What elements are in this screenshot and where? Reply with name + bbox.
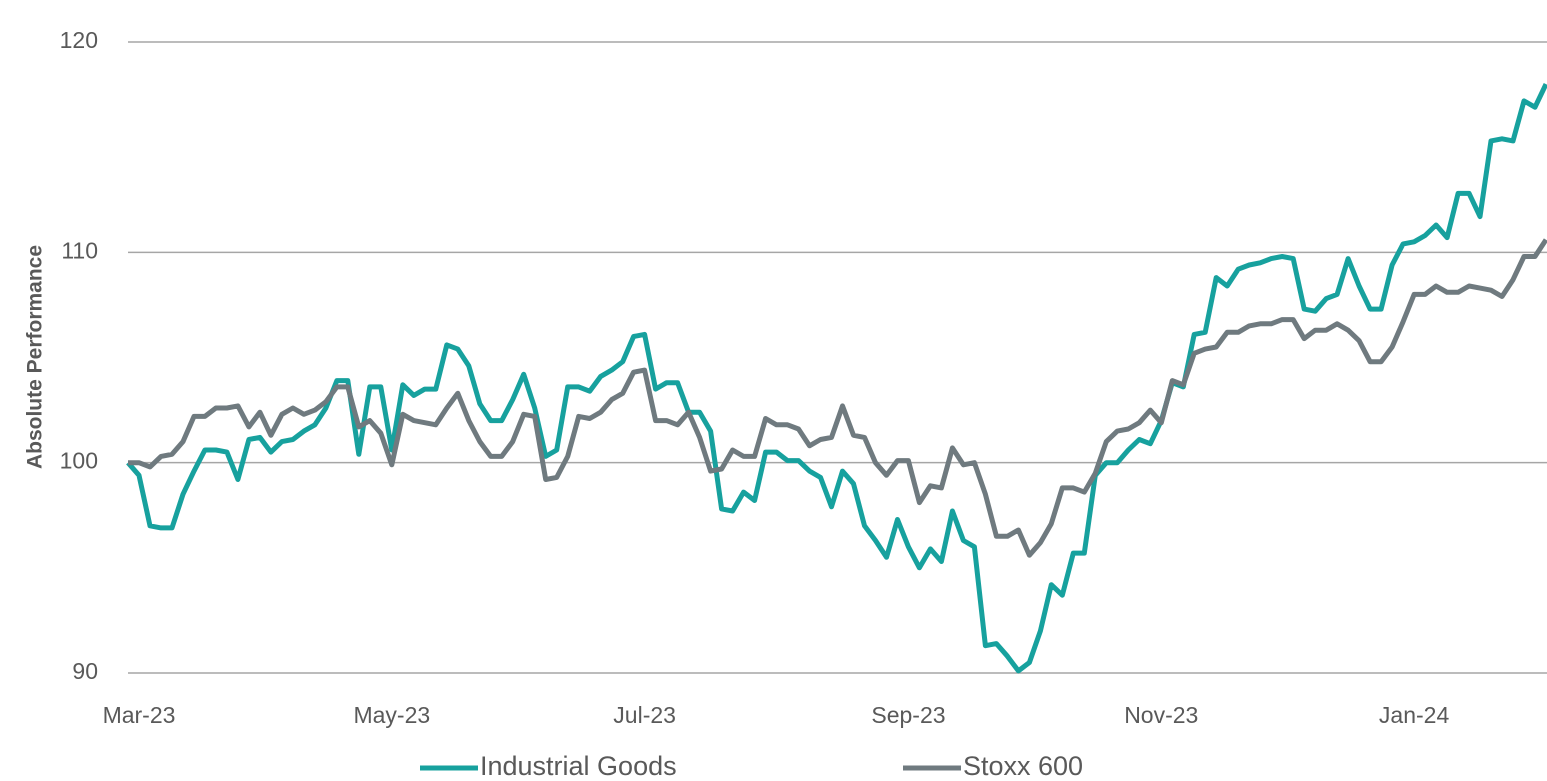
legend-label: Stoxx 600 <box>963 751 1083 781</box>
x-tick-label: Sep-23 <box>871 702 945 728</box>
x-tick-label: Nov-23 <box>1124 702 1198 728</box>
x-tick-label: Mar-23 <box>103 702 176 728</box>
x-tick-label: May-23 <box>353 702 430 728</box>
y-tick-label: 100 <box>60 448 98 474</box>
x-tick-label: Jan-24 <box>1379 702 1450 728</box>
legend-label: Industrial Goods <box>480 751 677 781</box>
y-axis-label: Absolute Performance <box>24 245 47 469</box>
y-tick-label: 120 <box>60 27 98 53</box>
series-line <box>128 238 1547 558</box>
y-tick-label: 110 <box>61 237 98 263</box>
y-tick-label: 90 <box>72 658 98 684</box>
x-tick-label: Jul-23 <box>613 702 676 728</box>
series-line <box>126 83 1547 674</box>
